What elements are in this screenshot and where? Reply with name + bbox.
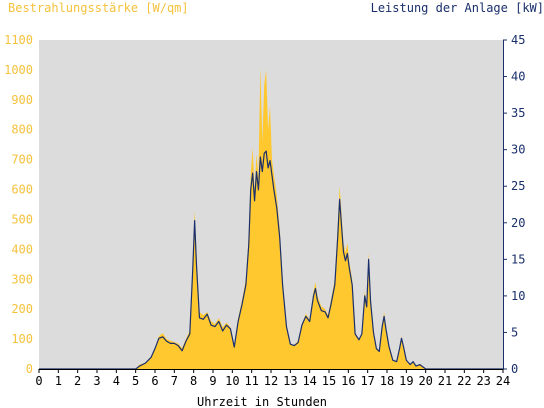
x-tick-label: 19 — [399, 374, 413, 388]
x-tick-label: 20 — [418, 374, 432, 388]
x-tick-label: 6 — [151, 374, 158, 388]
x-tick-label: 2 — [74, 374, 81, 388]
x-tick-label: 11 — [244, 374, 258, 388]
left-tick-label: 600 — [11, 183, 33, 197]
left-tick-label: 300 — [11, 272, 33, 286]
right-tick-label: 5 — [511, 325, 518, 339]
right-tick-label: 30 — [511, 143, 525, 157]
right-tick-label: 20 — [511, 216, 525, 230]
left-tick-label: 500 — [11, 212, 33, 226]
right-tick-label: 15 — [511, 252, 525, 266]
right-tick-label: 25 — [511, 179, 525, 193]
right-tick-label: 10 — [511, 289, 525, 303]
x-tick-label: 15 — [322, 374, 336, 388]
left-tick-label: 800 — [11, 123, 33, 137]
x-tick-label: 8 — [190, 374, 197, 388]
left-axis-label: Bestrahlungsstärke [W/qm] — [8, 1, 189, 15]
x-tick-label: 4 — [113, 374, 120, 388]
series-layer — [39, 66, 503, 370]
left-tick-label: 200 — [11, 302, 33, 316]
left-tick-label: 900 — [11, 93, 33, 107]
x-tick-label: 21 — [438, 374, 452, 388]
x-tick-label: 3 — [93, 374, 100, 388]
right-tick-label: 0 — [511, 362, 518, 376]
right-axis-label: Leistung der Anlage [kW] — [371, 1, 544, 15]
left-tick-label: 1100 — [4, 33, 33, 47]
left-tick-label: 400 — [11, 242, 33, 256]
left-axis-ticks: 0 100 200 300 400 500 600 700 800 900 1000 1100 — [4, 33, 33, 376]
x-axis-label: Uhrzeit in Stunden — [197, 395, 327, 408]
x-tick-label: 17 — [360, 374, 374, 388]
right-axis-ticks: 0 5 10 15 20 25 30 35 40 45 — [503, 33, 525, 376]
x-tick-label: 13 — [283, 374, 297, 388]
right-tick-label: 40 — [511, 70, 525, 84]
left-tick-label: 0 — [26, 362, 33, 376]
right-tick-label: 45 — [511, 33, 525, 47]
x-tick-label: 23 — [476, 374, 490, 388]
left-tick-label: 100 — [11, 332, 33, 346]
x-axis-ticks: 0 1 2 3 4 5 6 7 8 9 10 11 12 13 14 15 16 17 18 19 20 21 22 23 24 — [35, 369, 510, 388]
x-tick-label: 9 — [209, 374, 216, 388]
right-tick-label: 35 — [511, 106, 525, 120]
x-tick-label: 0 — [35, 374, 42, 388]
x-tick-label: 1 — [55, 374, 62, 388]
x-tick-label: 12 — [264, 374, 278, 388]
x-tick-label: 5 — [132, 374, 139, 388]
x-tick-label: 24 — [496, 374, 510, 388]
x-tick-label: 18 — [380, 374, 394, 388]
x-tick-label: 10 — [225, 374, 239, 388]
x-tick-label: 16 — [341, 374, 355, 388]
x-tick-label: 14 — [302, 374, 316, 388]
left-tick-label: 700 — [11, 153, 33, 167]
left-tick-label: 1000 — [4, 63, 33, 77]
irradiance-area — [39, 66, 503, 370]
power-line — [39, 150, 503, 370]
x-tick-label: 7 — [171, 374, 178, 388]
x-tick-label: 22 — [457, 374, 471, 388]
